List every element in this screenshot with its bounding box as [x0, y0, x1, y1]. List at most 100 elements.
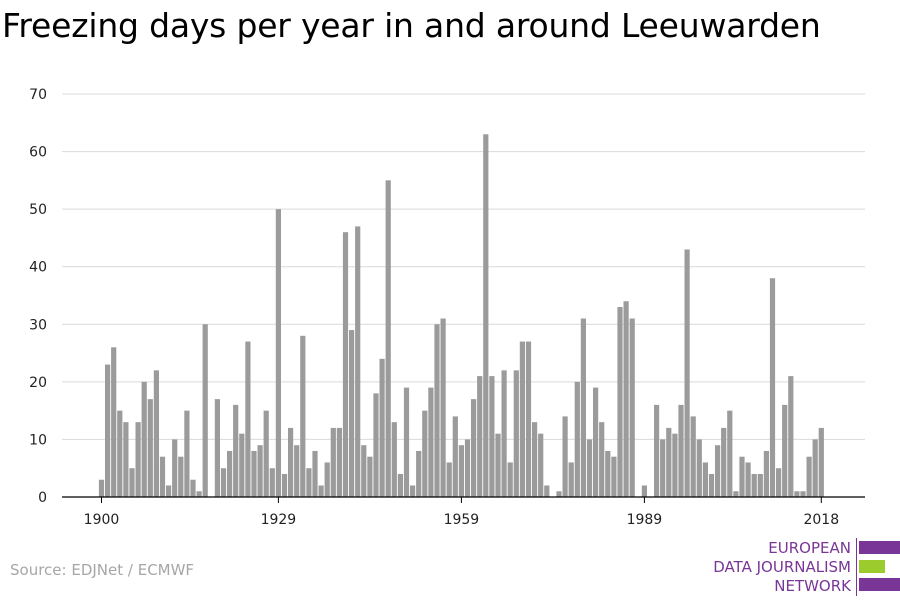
bar	[202, 324, 208, 497]
bar	[623, 301, 629, 497]
bar	[269, 468, 275, 497]
bar	[745, 462, 751, 497]
bar	[696, 439, 702, 497]
bar	[123, 422, 129, 497]
x-tick-label: 1989	[627, 512, 663, 528]
y-tick-label: 70	[29, 87, 47, 103]
bar	[769, 278, 776, 497]
bar	[220, 468, 227, 497]
bar	[617, 307, 623, 497]
bar	[641, 485, 647, 497]
bar	[275, 209, 281, 497]
bar	[135, 422, 141, 497]
bar	[812, 439, 818, 497]
bar	[141, 381, 147, 497]
bar	[599, 422, 605, 497]
bar	[544, 485, 550, 497]
bar	[739, 456, 745, 497]
bar	[166, 485, 172, 497]
bar	[214, 399, 220, 497]
bar	[654, 404, 660, 497]
bar	[324, 462, 330, 497]
bar	[428, 387, 434, 497]
bar	[129, 468, 135, 497]
logo-bar-purple-top	[859, 541, 900, 554]
bar	[98, 479, 105, 497]
logo-line-data-journalism: DATA JOURNALISM	[713, 558, 851, 576]
y-tick-label: 0	[38, 490, 47, 506]
bar	[513, 370, 519, 497]
y-tick-label: 50	[29, 202, 47, 218]
bar	[629, 318, 635, 497]
bar	[153, 370, 159, 497]
bar	[361, 445, 367, 497]
bar	[733, 491, 739, 497]
bar	[489, 376, 495, 497]
bar	[147, 399, 153, 497]
bar	[464, 439, 471, 497]
bar	[373, 393, 379, 497]
logo-line-network: NETWORK	[774, 577, 851, 595]
bar	[501, 370, 507, 497]
bar	[342, 232, 349, 497]
bar	[416, 450, 422, 497]
x-tick-label: 2018	[803, 512, 839, 528]
x-tick-label: 1959	[444, 512, 480, 528]
bar	[477, 376, 483, 497]
bar	[471, 399, 477, 497]
logo-bar-green	[859, 560, 885, 573]
bar	[782, 404, 788, 497]
bar	[281, 473, 288, 497]
bar	[818, 427, 824, 497]
bar	[227, 450, 233, 497]
bar	[684, 249, 690, 497]
bar	[397, 473, 403, 497]
bar	[312, 450, 318, 497]
bar	[538, 433, 544, 497]
bar	[251, 450, 257, 497]
gridlines	[62, 93, 865, 440]
bar	[233, 404, 239, 497]
bar	[562, 416, 568, 497]
y-tick-label: 20	[29, 375, 47, 391]
bar	[184, 410, 190, 497]
bar	[434, 324, 440, 497]
bar	[574, 381, 580, 497]
bar	[586, 439, 593, 497]
bar	[391, 422, 397, 497]
logo-bar-purple-bottom	[859, 578, 900, 591]
bar	[452, 416, 458, 497]
bar	[532, 422, 538, 497]
bar	[294, 445, 300, 497]
bar	[611, 456, 617, 497]
bar	[105, 364, 111, 497]
bar	[422, 410, 428, 497]
bar	[318, 485, 324, 497]
bar	[349, 330, 355, 497]
y-tick-label: 40	[29, 260, 47, 276]
bar	[568, 462, 574, 497]
bar	[178, 456, 184, 497]
bar	[446, 462, 452, 497]
bar	[806, 456, 812, 497]
bar	[172, 439, 178, 497]
bar	[196, 491, 202, 497]
bar	[410, 485, 416, 497]
bar	[263, 410, 269, 497]
bar	[757, 473, 763, 497]
bar	[507, 462, 513, 497]
bar	[300, 335, 306, 497]
bar	[385, 180, 391, 497]
bar	[660, 439, 666, 497]
edjnet-logo[interactable]: EUROPEAN DATA JOURNALISM NETWORK	[700, 538, 900, 596]
bar	[794, 491, 800, 497]
logo-divider	[856, 538, 857, 596]
y-tick-label: 10	[29, 432, 47, 448]
y-tick-label: 30	[29, 317, 47, 333]
bar	[519, 341, 525, 497]
bar	[678, 404, 684, 497]
bar	[776, 468, 782, 497]
source-note: Source: EDJNet / ECMWF	[10, 561, 195, 579]
y-axis-tick-labels: 0 10 20 30 40 50 60 70	[29, 87, 47, 506]
bar	[708, 473, 715, 497]
